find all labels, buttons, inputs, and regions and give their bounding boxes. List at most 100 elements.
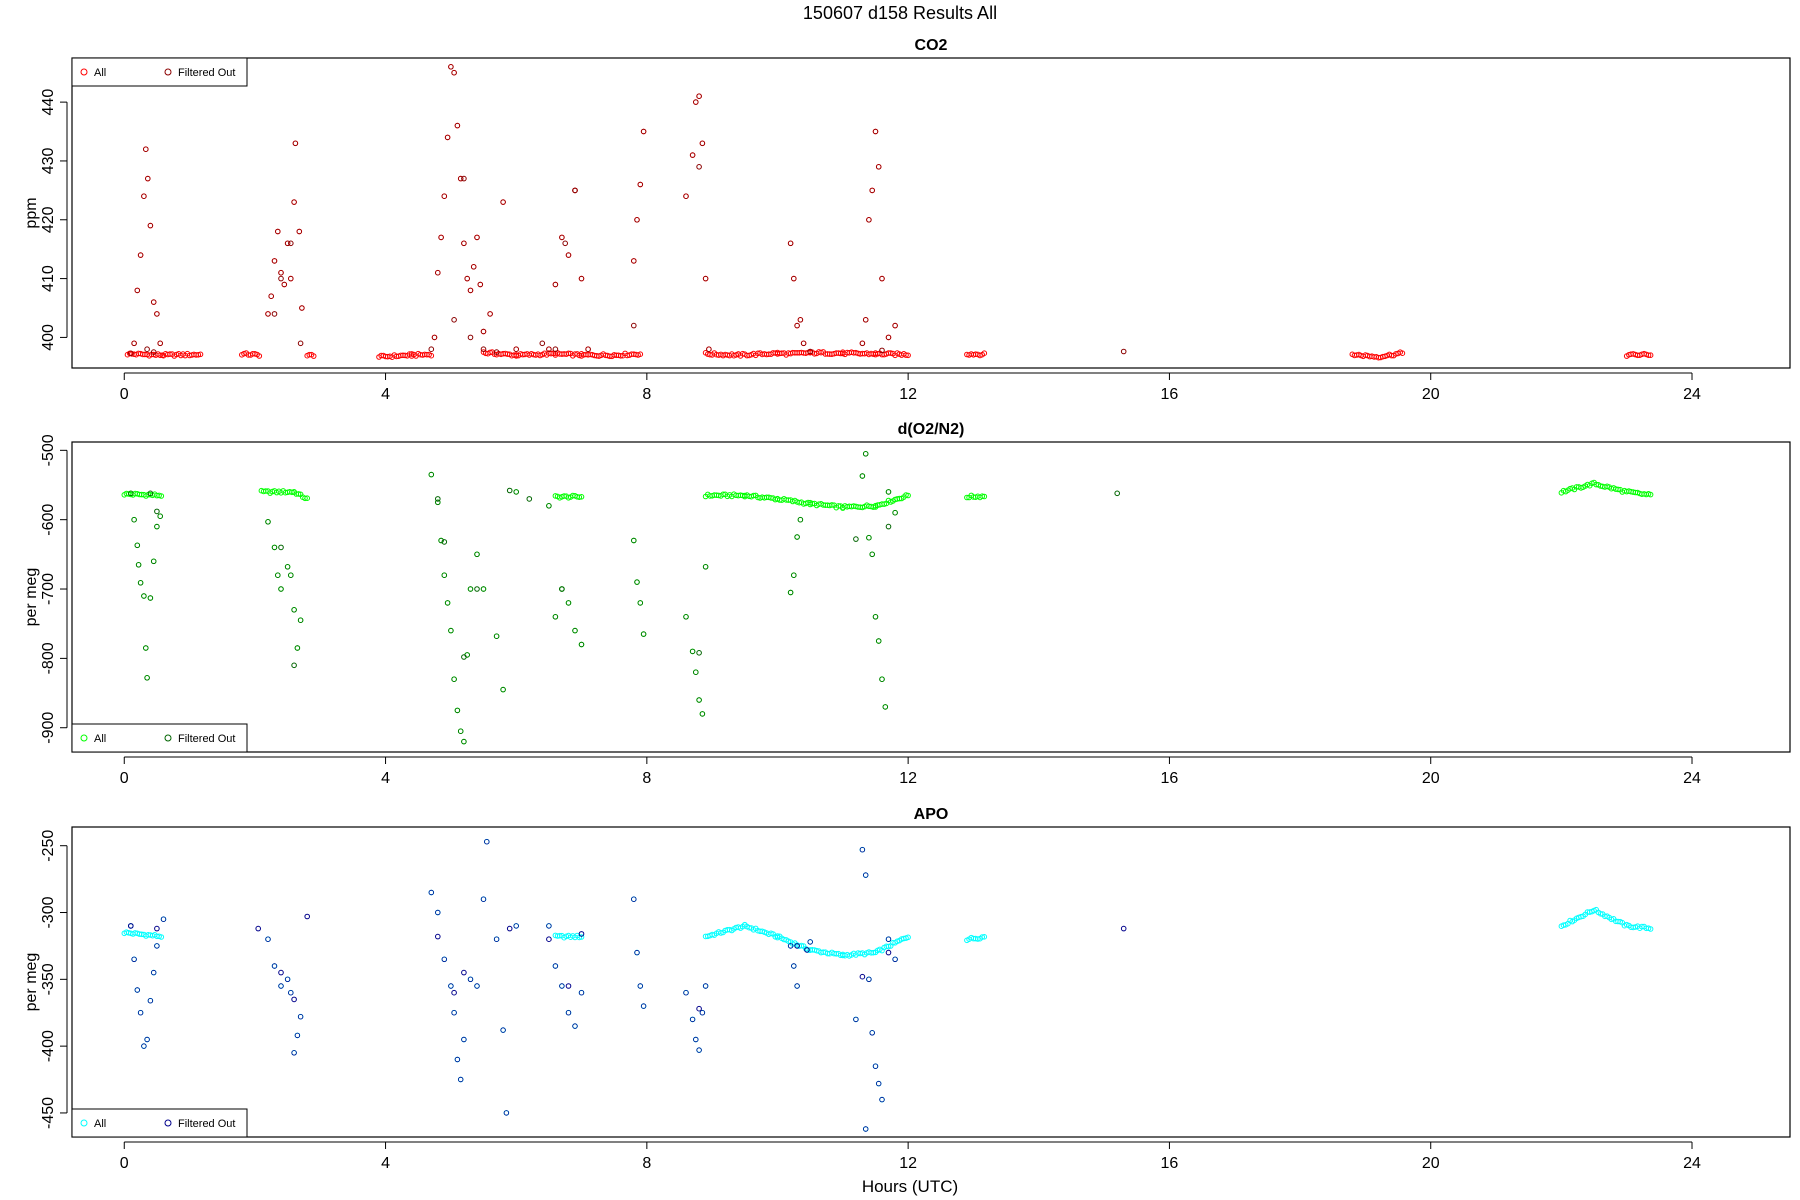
data-point-filtered [296, 228, 302, 235]
y-axis-label: ppm [23, 197, 40, 228]
data-point-filtered [474, 586, 480, 592]
data-point-all [256, 353, 263, 359]
data-point-filtered [696, 1005, 702, 1012]
data-point-filtered [464, 275, 470, 282]
plot-frame [71, 57, 1791, 369]
data-point-filtered [869, 551, 875, 557]
data-point-all [981, 350, 988, 357]
data-point-filtered [631, 322, 637, 329]
y-tick-label: -600 [40, 504, 57, 536]
data-point-filtered [291, 1050, 297, 1056]
data-point-filtered [885, 949, 892, 956]
data-point-filtered [464, 652, 470, 658]
data-point-all [295, 491, 302, 497]
data-point-filtered [863, 1126, 869, 1132]
data-point-filtered [1120, 348, 1127, 355]
data-point-filtered [477, 281, 483, 288]
y-tick-label: -350 [40, 963, 57, 995]
data-point-filtered [689, 152, 696, 158]
data-point-filtered [562, 240, 569, 247]
x-tick-label: 16 [1161, 1155, 1179, 1172]
data-point-filtered [271, 258, 278, 264]
data-point-filtered [480, 328, 487, 335]
x-tick-label: 8 [642, 770, 651, 787]
data-point-filtered [284, 976, 291, 982]
data-point-filtered [637, 983, 643, 989]
legend-label: All [94, 733, 106, 745]
data-point-all [964, 494, 970, 501]
data-point-filtered [859, 973, 866, 980]
data-point-filtered [565, 600, 572, 606]
data-point-filtered [696, 650, 702, 656]
data-point-filtered [154, 508, 160, 515]
data-point-filtered [467, 976, 474, 982]
x-tick-label: 24 [1683, 386, 1701, 403]
data-point-filtered [480, 586, 487, 592]
data-point-filtered [794, 943, 800, 949]
data-point-filtered [885, 334, 892, 341]
data-point-all [905, 352, 911, 359]
x-tick-label: 24 [1683, 1155, 1701, 1172]
data-point-filtered [147, 222, 154, 229]
legend-marker [164, 1119, 172, 1127]
data-point-filtered [696, 164, 702, 170]
data-point-filtered [552, 963, 559, 969]
data-point-filtered [513, 489, 519, 495]
data-point-all [578, 934, 585, 940]
data-point-filtered [706, 346, 712, 352]
y-tick-label: -700 [40, 573, 57, 605]
plot-frame [71, 826, 1791, 1138]
data-point-filtered [278, 275, 284, 282]
data-point-filtered [804, 947, 810, 953]
data-point-filtered [546, 936, 552, 943]
y-tick-label: 430 [40, 147, 57, 174]
data-point-filtered [137, 1010, 144, 1016]
x-tick-label: 0 [120, 386, 129, 403]
data-point-all [979, 934, 986, 940]
data-point-filtered [147, 595, 154, 601]
data-point-filtered [438, 234, 444, 241]
x-tick-label: 4 [381, 770, 390, 787]
data-point-filtered [451, 676, 457, 682]
data-point-filtered [275, 572, 281, 578]
data-point-filtered [154, 943, 160, 949]
data-point-all [979, 493, 986, 500]
data-point-filtered [885, 489, 892, 495]
data-point-filtered [265, 936, 271, 942]
data-point-filtered [284, 240, 291, 246]
x-tick-label: 12 [899, 386, 917, 403]
data-point-all [720, 491, 726, 498]
legend-label: Filtered Out [178, 67, 235, 79]
data-point-filtered [435, 496, 441, 502]
data-point-filtered [154, 523, 160, 530]
data-point-filtered [892, 510, 898, 516]
data-point-filtered [689, 1016, 696, 1023]
data-point-filtered [1114, 490, 1120, 497]
data-point-filtered [144, 346, 150, 353]
data-point-filtered [546, 923, 552, 929]
data-point-filtered [539, 340, 546, 347]
data-point-filtered [794, 322, 800, 329]
data-point-filtered [631, 537, 637, 544]
legend-box [71, 57, 248, 87]
data-point-filtered [1120, 925, 1127, 932]
data-point-all [870, 949, 877, 956]
data-point-all [428, 352, 435, 359]
data-point-filtered [160, 916, 167, 922]
data-point-all [1615, 486, 1621, 493]
legend: All Filtered Out [71, 1108, 248, 1138]
data-point-filtered [791, 963, 797, 969]
data-point-filtered [428, 346, 435, 353]
data-point-filtered [565, 252, 572, 258]
data-point-filtered [458, 175, 464, 182]
y-axis-label: per meg [23, 953, 40, 1012]
data-point-filtered [702, 275, 709, 282]
data-point-all [304, 495, 311, 502]
data-point-filtered [474, 983, 480, 989]
data-point-filtered [526, 496, 533, 502]
x-tick-label: 0 [120, 1155, 129, 1172]
data-point-filtered [281, 281, 287, 288]
data-point-filtered [291, 996, 297, 1003]
data-point-filtered [631, 258, 637, 264]
data-point-filtered [876, 164, 882, 170]
